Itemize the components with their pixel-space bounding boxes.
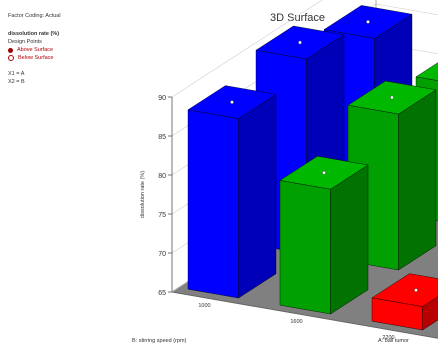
x-tick-label: 1600	[290, 319, 302, 325]
design-points-label: Design Points	[8, 39, 42, 45]
x-tick-label: 1000	[198, 303, 210, 309]
legend-above: Above Surface	[8, 46, 118, 54]
gridline	[171, 0, 323, 98]
bar-side-face	[330, 164, 369, 315]
design-point-marker	[322, 170, 326, 175]
x1-mapping: X1 = A	[8, 71, 25, 77]
bar-top-face	[371, 273, 438, 307]
z-tick-label: 80	[158, 173, 166, 180]
response-name: dissolution rate (%)	[8, 31, 60, 37]
x-axis-label: B: stirring speed (rpm)	[132, 338, 187, 344]
y-axis-label: A: ball tumor	[378, 338, 409, 344]
bar-side-face	[398, 89, 437, 271]
bar-side-face	[422, 296, 438, 331]
legend-below-label: Below Surface	[18, 55, 54, 61]
z-axis-label: dissolution rate (%)	[140, 171, 146, 218]
factor-coding-label: Factor Coding: Actual	[8, 13, 61, 19]
z-tick-label: 75	[158, 212, 166, 219]
design-point-marker	[298, 40, 302, 45]
z-tick-label: 65	[158, 290, 166, 297]
sidebar: Factor Coding: Actual dissolution rate (…	[8, 12, 118, 86]
design-point-marker	[230, 100, 234, 104]
design-point-marker	[366, 20, 370, 24]
bar-front-face	[187, 109, 239, 299]
x2-mapping: X2 = B	[8, 79, 25, 85]
legend-below: Below Surface	[8, 54, 118, 62]
below-dot-icon	[8, 55, 14, 61]
above-dot-icon	[8, 47, 13, 53]
design-point-marker	[390, 95, 394, 100]
z-tick-label: 90	[158, 95, 166, 102]
bar-front-face	[279, 180, 331, 315]
legend-above-label: Above Surface	[17, 47, 54, 53]
chart-title: 3D Surface	[270, 12, 326, 24]
x-tick-label: 2200	[382, 335, 394, 341]
z-tick-label: 85	[158, 134, 166, 141]
z-tick-label: 70	[158, 251, 166, 258]
bar-top-face	[415, 62, 438, 81]
bar-side-face	[238, 94, 277, 299]
design-point-marker	[414, 288, 418, 292]
